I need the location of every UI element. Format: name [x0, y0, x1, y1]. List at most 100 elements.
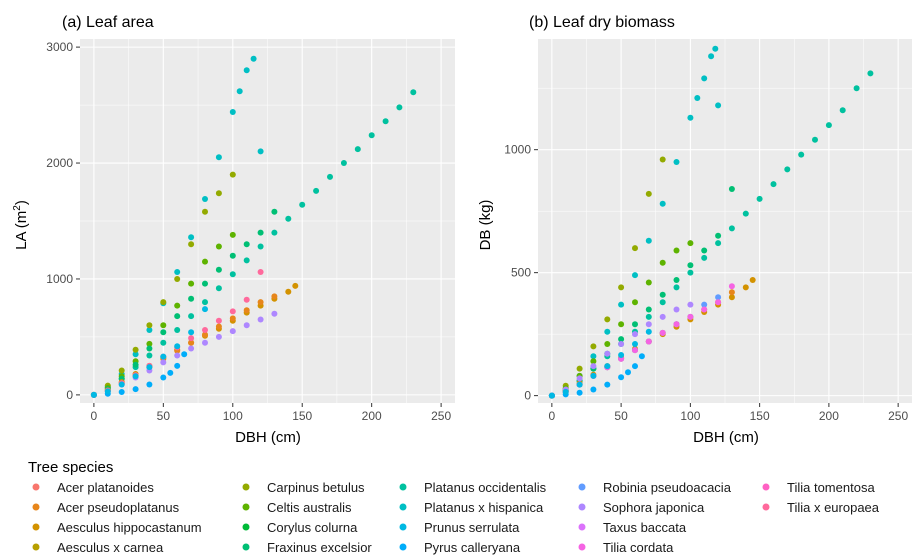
- data-point: [188, 329, 195, 336]
- panel-a-x-tick-label: 200: [362, 409, 382, 423]
- legend-item: Sophora japonica: [578, 500, 705, 515]
- data-point: [645, 190, 652, 197]
- panel-b-title: (b) Leaf dry biomass: [529, 14, 675, 31]
- data-point: [215, 266, 222, 273]
- data-point: [798, 151, 805, 158]
- legend-swatch: [32, 483, 40, 491]
- panel-a-y-tick-label: 2000: [46, 156, 73, 170]
- legend-label: Tilia x europaea: [787, 500, 880, 515]
- data-point: [313, 187, 320, 194]
- legend-swatch: [399, 543, 407, 551]
- data-point: [784, 166, 791, 173]
- data-point: [687, 313, 694, 320]
- panel-b-y-tick-label: 1000: [504, 143, 531, 157]
- data-point: [146, 381, 153, 388]
- data-point: [673, 277, 680, 283]
- data-point: [576, 381, 583, 388]
- data-point: [215, 190, 222, 197]
- data-point: [257, 229, 264, 236]
- data-point: [257, 148, 264, 155]
- panel-leaf-dry-biomass: (b) Leaf dry biomass DB (kg) DBH (cm) 0 5…: [477, 14, 912, 446]
- panel-a-x-tick-label: 250: [431, 409, 451, 423]
- data-point: [673, 306, 680, 313]
- data-point: [625, 369, 631, 376]
- data-point: [618, 374, 625, 381]
- data-point: [638, 353, 645, 360]
- data-point: [132, 386, 139, 393]
- data-point: [770, 181, 777, 188]
- legend-label: Aesculus hippocastanum: [57, 520, 202, 535]
- data-point: [160, 353, 167, 360]
- data-point: [160, 322, 167, 329]
- panel-b-x-axis-title: DBH (cm): [693, 429, 759, 446]
- legend-label: Celtis australis: [267, 500, 352, 515]
- legend-swatch: [32, 503, 40, 511]
- data-point: [604, 381, 611, 388]
- data-point: [215, 323, 222, 330]
- panel-a-y-tick-label: 0: [66, 388, 73, 402]
- panel-a-x-tick-label: 50: [157, 409, 171, 423]
- data-point: [243, 241, 250, 248]
- data-point: [243, 296, 250, 303]
- data-point: [257, 316, 264, 323]
- panel-a-x-tick-label: 0: [91, 409, 98, 423]
- data-point: [590, 343, 597, 350]
- data-point: [590, 386, 597, 393]
- data-point: [202, 196, 208, 202]
- legend-item: Carpinus betulus: [242, 480, 365, 495]
- legend-item: Celtis australis: [242, 500, 352, 515]
- data-point: [202, 299, 208, 306]
- data-point: [167, 369, 174, 376]
- legend-label: Sophora japonica: [603, 500, 705, 515]
- data-point: [590, 358, 597, 365]
- legend-label: Prunus serrulata: [424, 520, 520, 535]
- data-point: [410, 89, 417, 96]
- legend-item: Acer platanoides: [32, 480, 154, 495]
- data-point: [146, 364, 153, 371]
- data-point: [673, 247, 680, 254]
- data-point: [243, 322, 250, 329]
- data-point: [160, 374, 167, 381]
- data-point: [576, 375, 583, 382]
- data-point: [590, 353, 597, 360]
- legend-item: Tilia tomentosa: [762, 480, 875, 495]
- data-point: [243, 307, 250, 314]
- data-point: [215, 154, 222, 161]
- data-point: [271, 229, 278, 236]
- data-point: [327, 173, 333, 180]
- data-point: [673, 284, 680, 291]
- data-point: [715, 102, 722, 109]
- data-point: [215, 285, 222, 292]
- data-point: [202, 208, 208, 215]
- data-point: [236, 88, 243, 95]
- data-point: [299, 201, 306, 208]
- data-point: [188, 241, 195, 248]
- data-point: [756, 195, 763, 202]
- legend-swatch: [578, 503, 586, 511]
- legend-swatch: [32, 543, 40, 551]
- legend-label: Fraxinus excelsior: [267, 540, 372, 555]
- data-point: [576, 365, 583, 372]
- data-point: [618, 321, 625, 328]
- data-point: [618, 301, 625, 308]
- legend-swatch: [242, 503, 250, 511]
- data-point: [215, 317, 222, 324]
- data-point: [632, 321, 638, 328]
- legend-item: Fraxinus excelsior: [242, 540, 372, 555]
- data-point: [257, 299, 264, 306]
- panel-b-y-tick-label: 500: [511, 266, 531, 280]
- legend-swatch: [242, 483, 250, 491]
- data-point: [285, 215, 292, 222]
- panel-a-x-axis-title: DBH (cm): [235, 429, 301, 446]
- data-point: [118, 381, 125, 388]
- data-point: [174, 276, 181, 282]
- data-point: [132, 351, 139, 358]
- legend-label: Aesculus x carnea: [57, 540, 164, 555]
- data-point: [174, 343, 181, 350]
- data-point: [632, 341, 638, 347]
- data-point: [132, 373, 139, 380]
- data-point: [812, 136, 818, 143]
- data-point: [354, 146, 361, 153]
- data-point: [618, 352, 625, 358]
